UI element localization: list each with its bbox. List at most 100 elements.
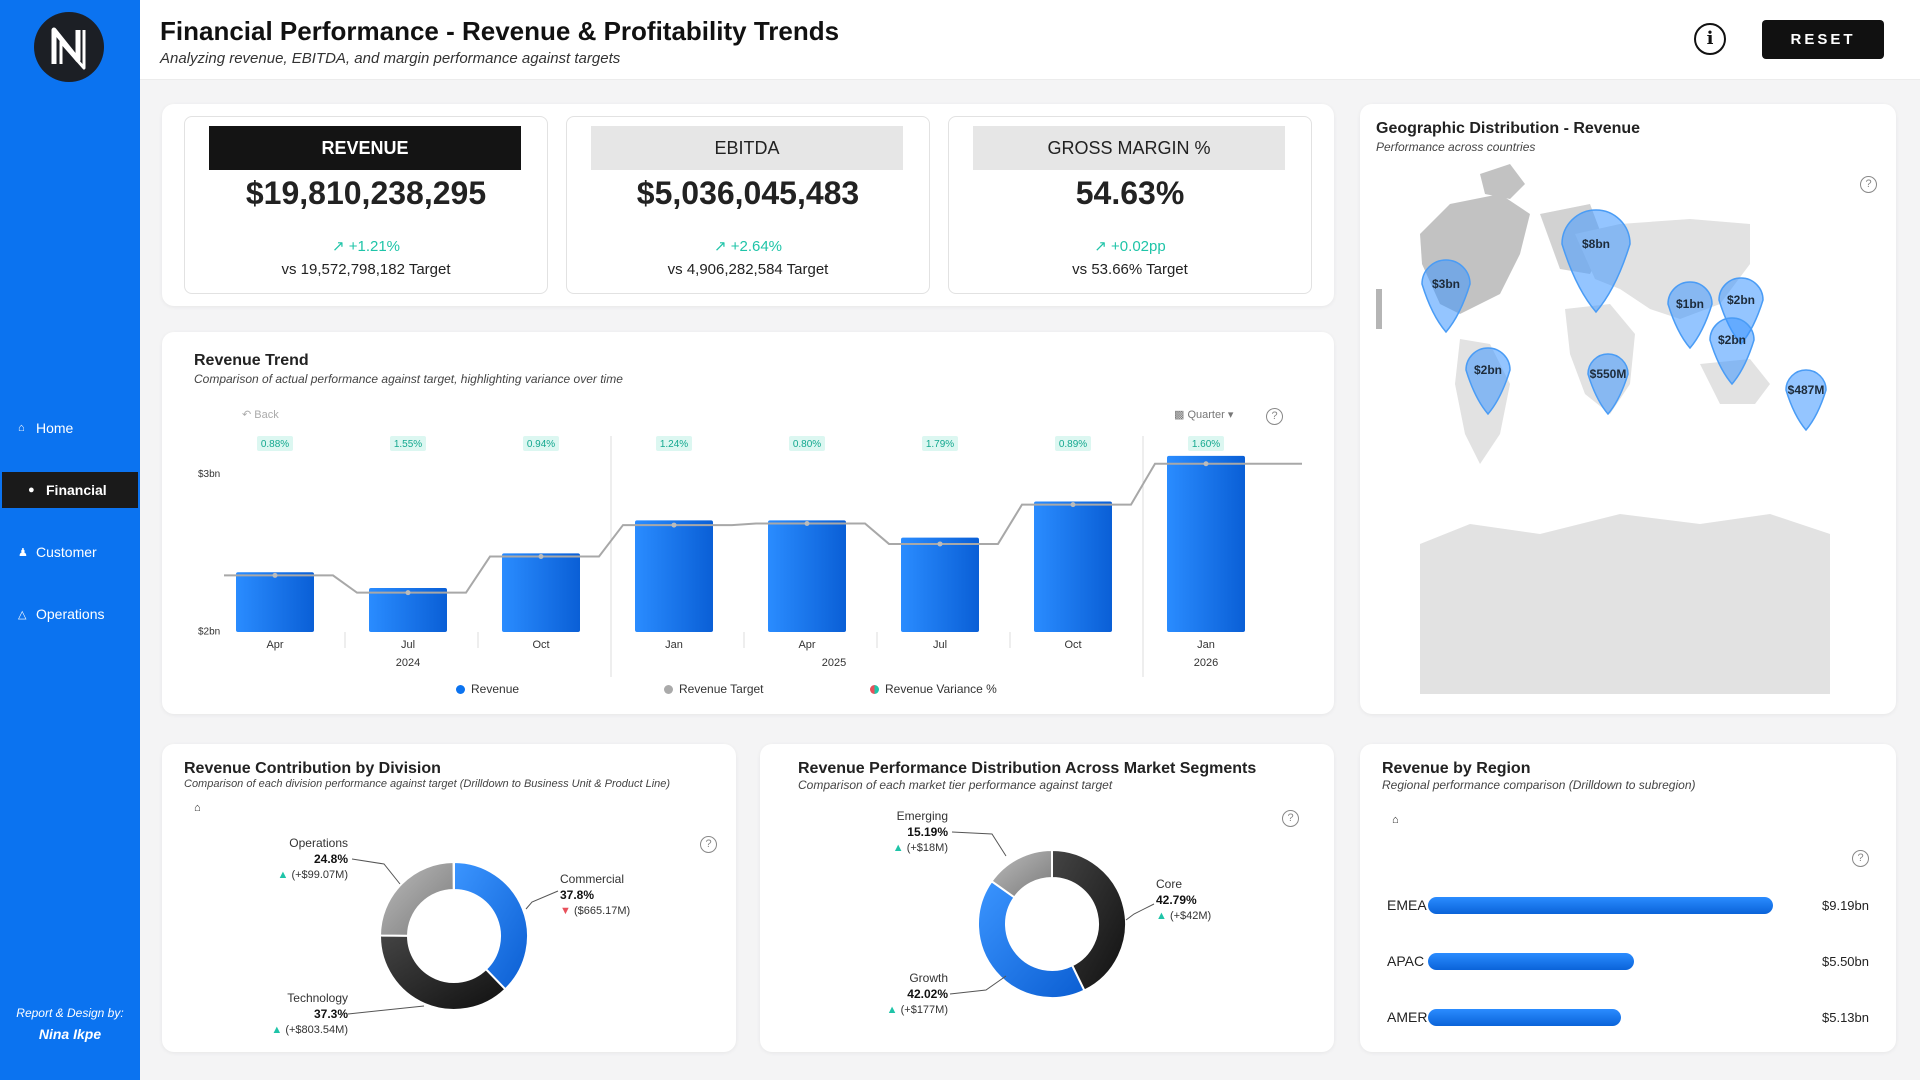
slice-pct: 42.79% bbox=[1156, 893, 1197, 907]
up-triangle-icon: ▲ bbox=[893, 842, 907, 854]
slice-delta-value: (+$177M) bbox=[901, 1004, 948, 1016]
slice-pct: 42.02% bbox=[907, 987, 948, 1001]
map-pin-label: $2bn bbox=[1727, 293, 1755, 307]
target-point bbox=[405, 590, 411, 596]
donut-slice bbox=[453, 860, 529, 991]
variance-label-bg bbox=[922, 436, 958, 451]
trend-up-arrow-icon: ↗ bbox=[713, 238, 727, 255]
x-tick-label: Oct bbox=[1064, 639, 1081, 651]
slice-delta: ▼ ($665.17M) bbox=[560, 905, 630, 917]
help-icon[interactable]: ? bbox=[1266, 408, 1283, 425]
card-subtitle: Comparison of actual performance against… bbox=[194, 372, 623, 386]
variance-label-bg bbox=[390, 436, 426, 451]
region-bar-amer[interactable] bbox=[1428, 1009, 1621, 1026]
credit-author: Nina Ikpe bbox=[38, 1026, 102, 1042]
home-drill-icon[interactable]: ⌂ bbox=[1392, 814, 1399, 826]
variance-label: 1.55% bbox=[394, 439, 422, 450]
geo-map-card: Geographic Distribution - Revenue Perfor… bbox=[1360, 104, 1896, 714]
home-icon: ⌂ bbox=[18, 422, 25, 434]
slice-pct: 37.8% bbox=[560, 888, 594, 902]
revenue-bar bbox=[502, 553, 580, 632]
region-value: $5.50bn bbox=[1822, 954, 1869, 969]
kpi-delta-value: +1.21% bbox=[348, 238, 401, 255]
division-card: Revenue Contribution by Division Compari… bbox=[162, 744, 736, 1052]
home-drill-icon[interactable]: ⌂ bbox=[194, 802, 201, 814]
leader-line bbox=[1125, 903, 1155, 921]
variance-label: 0.89% bbox=[1059, 439, 1087, 450]
slice-pct: 37.3% bbox=[314, 1007, 348, 1021]
donut-slice bbox=[977, 879, 1086, 999]
legend-label: Revenue Target bbox=[679, 682, 764, 696]
x-tick-label: Oct bbox=[532, 639, 549, 651]
revenue-bar bbox=[236, 572, 314, 632]
brand-logo bbox=[34, 12, 104, 82]
map-pin: $487M bbox=[1785, 369, 1827, 432]
slice-pct: 15.19% bbox=[907, 825, 948, 839]
slice-name: Commercial bbox=[560, 872, 624, 886]
reset-button[interactable]: RESET bbox=[1762, 20, 1884, 59]
variance-label-bg bbox=[789, 436, 825, 451]
segments-donut[interactable]: Core 42.79% ▲ (+$42M) Growth 42.02% ▲ (+$177M… bbox=[760, 744, 1334, 1052]
year-label: 2026 bbox=[1194, 657, 1218, 669]
kpi-card-ebitda[interactable]: EBITDA $5,036,045,483 ↗ +2.64% vs 4,906,… bbox=[566, 116, 930, 294]
slice-delta: ▲ (+$803.54M) bbox=[271, 1024, 348, 1036]
nav-item-home[interactable]: ⌂ Home bbox=[0, 410, 140, 446]
revenue-bar bbox=[1167, 455, 1245, 632]
kpi-value: 54.63% bbox=[1075, 175, 1185, 211]
world-map[interactable]: $3bn $8bn $1bn $2bn $2bn $2bn $550M $487M bbox=[1360, 104, 1896, 714]
slice-delta-value: (+$803.54M) bbox=[285, 1024, 348, 1036]
page-title: Financial Performance - Revenue & Profit… bbox=[160, 16, 840, 46]
revenue-trend-card: Revenue Trend Comparison of actual perfo… bbox=[162, 332, 1334, 714]
map-pin: $2bn bbox=[1465, 347, 1511, 416]
kpi-card-gross-margin[interactable]: GROSS MARGIN % 54.63% ↗ +0.02pp vs 53.66… bbox=[948, 116, 1312, 294]
map-pin: $8bn bbox=[1561, 209, 1631, 314]
legend-label: Revenue bbox=[471, 682, 520, 696]
leader-line bbox=[347, 1005, 425, 1015]
region-bar-emea[interactable] bbox=[1428, 897, 1773, 914]
help-icon[interactable]: ? bbox=[700, 836, 717, 853]
variance-label-bg bbox=[1188, 436, 1224, 451]
variance-label: 0.94% bbox=[527, 439, 555, 450]
card-subtitle: Comparison of each market tier performan… bbox=[798, 778, 1113, 792]
person-icon: ♟ bbox=[18, 546, 28, 559]
map-pin-label: $2bn bbox=[1474, 363, 1502, 377]
nav-item-customer[interactable]: ♟ Customer bbox=[0, 534, 140, 570]
kpi-card-revenue[interactable]: REVENUE $19,810,238,295 ↗ +1.21% vs 19,5… bbox=[184, 116, 548, 294]
page-header: Financial Performance - Revenue & Profit… bbox=[140, 0, 1920, 80]
help-icon[interactable]: ? bbox=[1852, 850, 1869, 867]
nav-item-label: Home bbox=[36, 420, 74, 436]
legend-revenue[interactable]: Revenue bbox=[456, 682, 519, 696]
back-button[interactable]: ↶ Back bbox=[242, 408, 279, 421]
map-pin-shape bbox=[1587, 353, 1629, 416]
kpi-delta: ↗ +1.21% bbox=[185, 237, 547, 255]
nav-item-operations[interactable]: △ Operations bbox=[0, 596, 140, 632]
up-triangle-icon: ▲ bbox=[1156, 910, 1170, 922]
quarter-dropdown[interactable]: ▩ Quarter ▾ bbox=[1174, 408, 1233, 421]
kpi-label: GROSS MARGIN % bbox=[973, 126, 1285, 170]
region-bar-apac[interactable] bbox=[1428, 953, 1635, 970]
kpi-value: $19,810,238,295 bbox=[245, 175, 487, 211]
slice-delta-value: ($665.17M) bbox=[574, 905, 630, 917]
slice-delta-value: (+$99.07M) bbox=[291, 869, 348, 881]
nav-item-label: Operations bbox=[36, 606, 105, 622]
map-pin-label: $1bn bbox=[1676, 297, 1704, 311]
nav-item-financial[interactable]: ● Financial bbox=[2, 472, 138, 508]
division-donut[interactable]: Commercial 37.8% ▼ ($665.17M) Technology 37.… bbox=[162, 744, 736, 1052]
leader-line bbox=[951, 831, 1007, 857]
legend-variance[interactable]: Revenue Variance % bbox=[870, 682, 997, 696]
trend-up-arrow-icon: ↗ bbox=[331, 238, 345, 255]
leader-line bbox=[525, 890, 559, 910]
info-icon[interactable]: i bbox=[1694, 23, 1726, 55]
map-pin-shape bbox=[1709, 317, 1755, 386]
credit-caption: Report & Design by: bbox=[16, 1006, 124, 1020]
legend-target[interactable]: Revenue Target bbox=[664, 682, 764, 696]
map-pin-shape bbox=[1785, 369, 1827, 432]
card-subtitle: Comparison of each division performance … bbox=[184, 778, 671, 790]
nav-item-label: Financial bbox=[46, 482, 107, 498]
help-icon[interactable]: ? bbox=[1282, 810, 1299, 827]
map-pin-shape bbox=[1421, 259, 1471, 334]
slice-delta-value: (+$42M) bbox=[1170, 910, 1211, 922]
map-pin-shape bbox=[1465, 347, 1511, 416]
help-icon[interactable]: ? bbox=[1860, 176, 1877, 193]
card-subtitle: Performance across countries bbox=[1376, 140, 1536, 154]
